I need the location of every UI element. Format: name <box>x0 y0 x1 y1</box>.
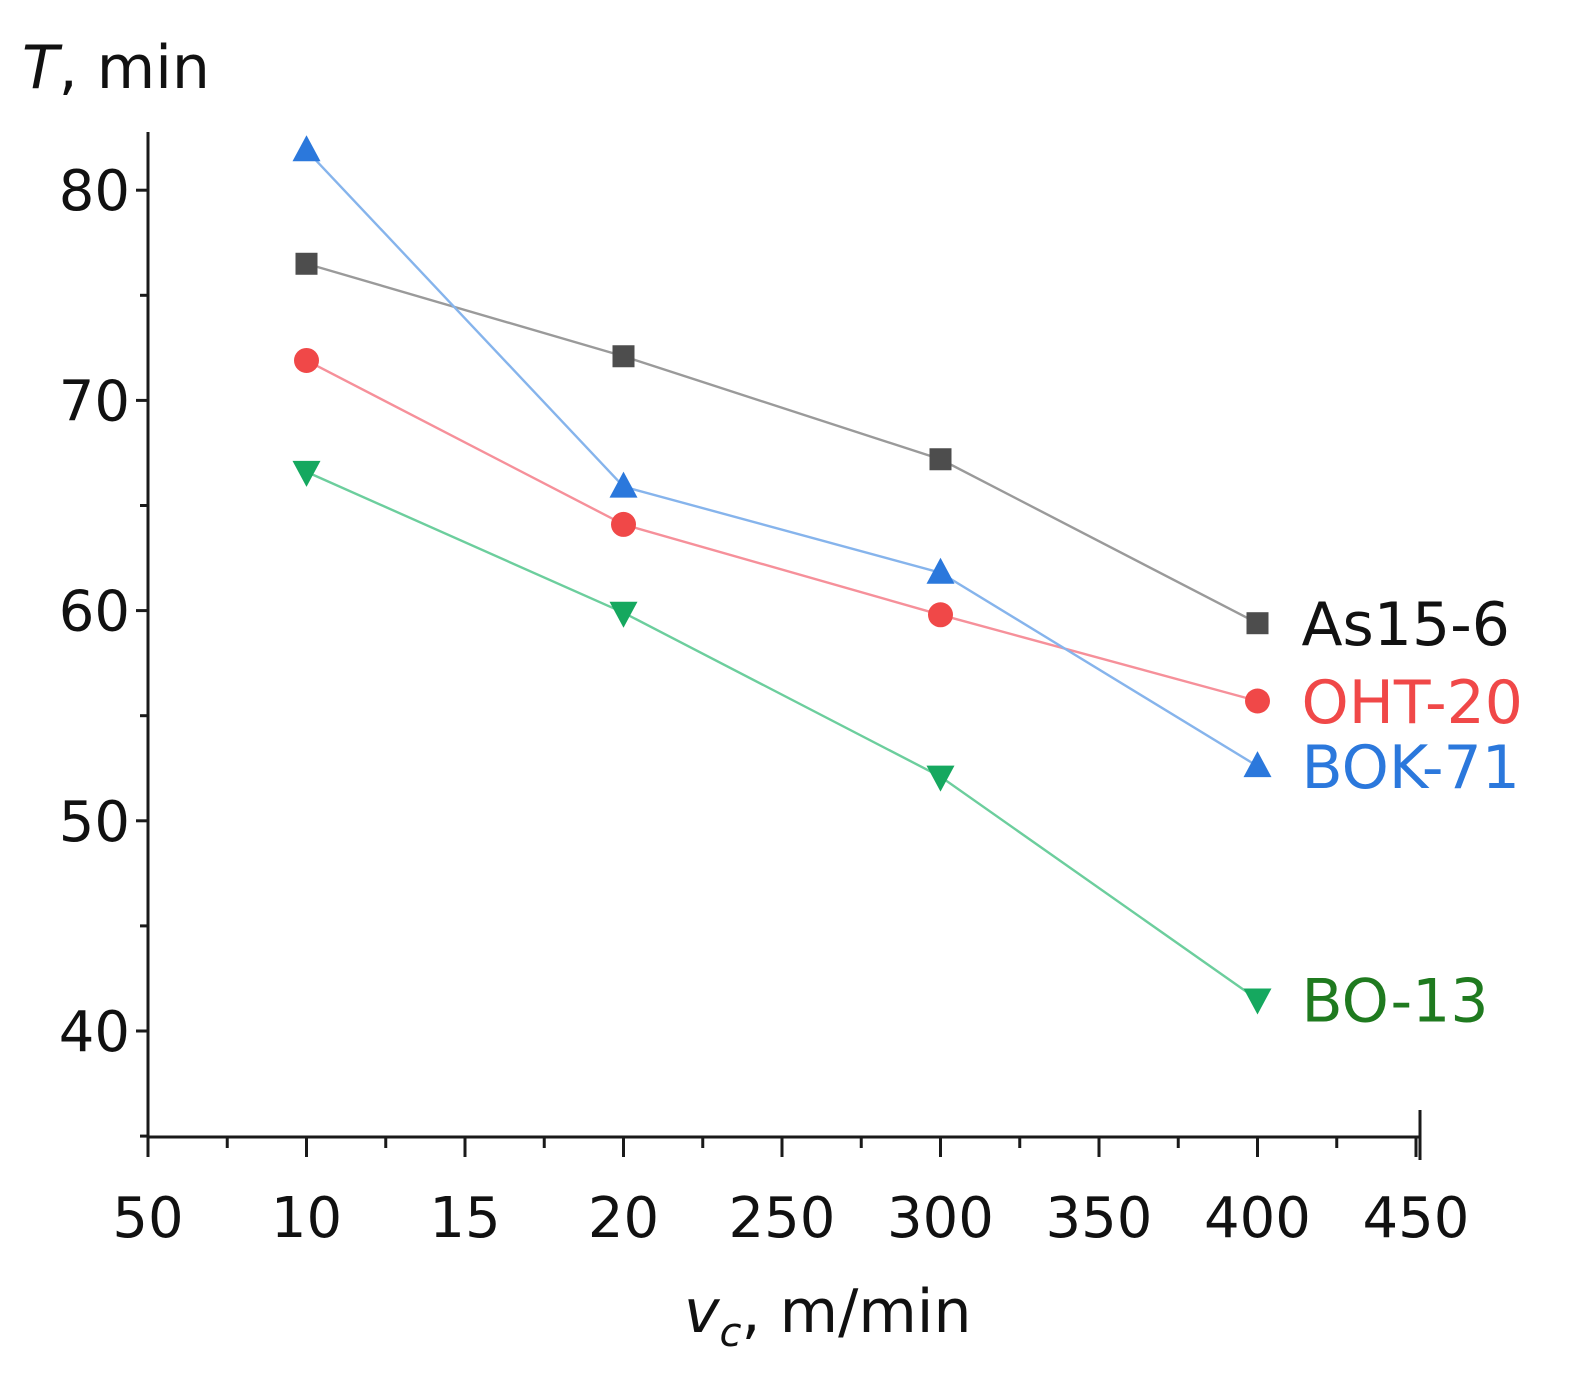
series-markers <box>292 135 1272 1015</box>
x-axis-subscript: c <box>720 1310 742 1356</box>
y-tick-label: 40 <box>59 1000 130 1065</box>
data-point <box>609 471 638 498</box>
x-tick-label: 400 <box>1204 1186 1311 1251</box>
series-label: BO-13 <box>1302 966 1489 1036</box>
x-axis-symbol: v <box>684 1277 721 1347</box>
data-point <box>1246 612 1269 635</box>
y-tick-label: 60 <box>59 580 130 645</box>
series-line <box>305 149 1259 768</box>
series-line <box>306 470 1259 1001</box>
x-tick-label: 300 <box>887 1186 994 1251</box>
y-axis-symbol: T <box>22 33 63 103</box>
x-tick-label: 250 <box>729 1186 836 1251</box>
data-point <box>294 347 319 373</box>
x-tick-label: 15 <box>429 1186 500 1251</box>
data-point <box>1243 751 1272 778</box>
x-tick-label: 450 <box>1363 1186 1470 1251</box>
series-label: As15-6 <box>1302 590 1510 660</box>
data-point <box>928 602 953 628</box>
x-axis-title: vc, m/min <box>684 1277 971 1356</box>
data-point <box>292 460 321 487</box>
data-point <box>611 511 636 537</box>
axes <box>146 132 1422 1160</box>
series-label: OHT-20 <box>1302 668 1523 738</box>
y-tick-label: 70 <box>59 369 130 434</box>
x-tick-label: 20 <box>588 1186 659 1251</box>
series-line <box>305 359 1258 703</box>
data-point <box>929 448 952 471</box>
x-tick-label: 10 <box>271 1186 342 1251</box>
y-ticks: 40 50 60 70 80 <box>59 159 148 1138</box>
data-point <box>926 765 955 792</box>
x-tick-label: 350 <box>1046 1186 1153 1251</box>
data-point <box>926 557 955 584</box>
y-tick-label: 80 <box>59 159 130 224</box>
series-line <box>306 262 1259 625</box>
x-tick-label: 50 <box>112 1186 183 1251</box>
data-point <box>612 345 635 368</box>
data-point <box>609 601 638 628</box>
y-tick-label: 50 <box>59 790 130 855</box>
y-axis-unit: , min <box>59 33 210 103</box>
data-point <box>1243 988 1272 1015</box>
y-axis-title: T, min <box>22 33 210 103</box>
x-ticks: 50 10 15 20 250 300 350 400 450 <box>112 1137 1469 1251</box>
data-point <box>295 252 318 275</box>
series-label: BOK-71 <box>1302 733 1520 803</box>
x-axis-unit: , m/min <box>742 1277 972 1347</box>
data-point <box>292 135 321 162</box>
data-point <box>1245 688 1270 714</box>
series-lines <box>305 149 1259 1001</box>
